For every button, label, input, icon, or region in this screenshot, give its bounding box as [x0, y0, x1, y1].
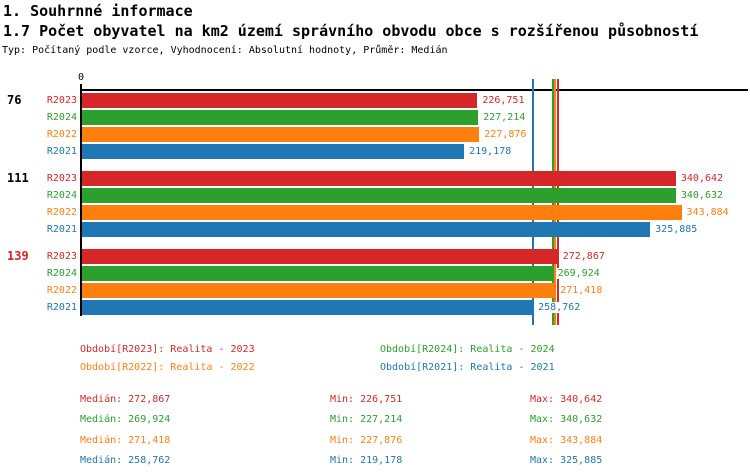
- bar-series-label: R2024: [46, 268, 77, 279]
- bar-111-R2021: [82, 222, 651, 237]
- bar-139-R2024: [82, 266, 553, 281]
- bar-139-R2021: [82, 300, 534, 315]
- bar-76-R2024: [82, 110, 479, 125]
- bar-value-label: 227,214: [482, 112, 527, 123]
- x-axis-line: [80, 89, 748, 91]
- bar-series-label: R2022: [46, 207, 77, 218]
- stat-R2021-median: Medián: 258,762: [80, 455, 171, 466]
- bar-value-label: 271,418: [559, 285, 604, 296]
- legend-item-R2024: Období[R2024]: Realita - 2024: [380, 344, 555, 355]
- bar-value-label: 340,642: [679, 173, 725, 184]
- stat-R2022-max: Max: 343,884: [530, 435, 603, 446]
- bar-series-label: R2022: [46, 129, 77, 140]
- bar-139-R2023: [82, 249, 558, 264]
- stat-R2022-median: Medián: 271,418: [80, 435, 171, 446]
- axis-zero-label: 0: [77, 72, 85, 83]
- bar-139-R2022: [82, 283, 556, 298]
- bar-111-R2024: [82, 188, 676, 203]
- chart-area: 0 76 R2023 226,751 R2024 227,214 R2022 227,876…: [7, 72, 748, 325]
- bar-value-label: 269,924: [556, 268, 601, 279]
- legend-item-R2022: Období[R2022]: Realita - 2022: [80, 362, 255, 373]
- bar-series-label: R2024: [46, 190, 77, 201]
- bar-value-label: 258,762: [537, 302, 582, 313]
- bar-value-label: 227,876: [483, 129, 528, 140]
- y-axis-line: [80, 84, 82, 316]
- bar-series-label: R2022: [46, 285, 77, 296]
- stat-R2022-min: Min: 227,876: [330, 435, 403, 446]
- bar-111-R2022: [82, 205, 682, 220]
- stat-R2024-min: Min: 227,214: [330, 414, 403, 425]
- bar-value-label: 340,632: [679, 190, 725, 201]
- bar-value-label: 325,885: [654, 224, 699, 235]
- legend-item-R2021: Období[R2021]: Realita - 2021: [380, 362, 555, 373]
- bar-series-label: R2021: [46, 146, 77, 157]
- chart-title: 1.7 Počet obyvatel na km2 území správníh…: [3, 22, 699, 40]
- group-label-111: 111: [7, 171, 29, 185]
- legend-item-R2023: Období[R2023]: Realita - 2023: [80, 344, 255, 355]
- chart-meta: Typ: Počítaný podle vzorce, Vyhodnocení:…: [2, 45, 448, 56]
- stat-R2023-median: Medián: 272,867: [80, 394, 171, 405]
- stat-R2021-min: Min: 219,178: [330, 455, 403, 466]
- bar-76-R2022: [82, 127, 480, 142]
- stat-R2023-min: Min: 226,751: [330, 394, 403, 405]
- bar-series-label: R2023: [46, 251, 77, 262]
- bar-value-label: 226,751: [481, 95, 526, 106]
- bar-76-R2023: [82, 93, 478, 108]
- group-label-76: 76: [7, 93, 22, 107]
- group-label-139: 139: [7, 249, 29, 263]
- stat-R2024-max: Max: 340,632: [530, 414, 603, 425]
- bar-value-label: 272,867: [561, 251, 606, 262]
- bar-value-label: 343,884: [685, 207, 730, 218]
- stat-R2023-max: Max: 340,642: [530, 394, 603, 405]
- bar-series-label: R2021: [46, 224, 77, 235]
- bar-series-label: R2023: [46, 173, 77, 184]
- bar-value-label: 219,178: [468, 146, 513, 157]
- stat-R2024-median: Medián: 269,924: [80, 414, 171, 425]
- bar-series-label: R2021: [46, 302, 77, 313]
- page-title: 1. Souhrnné informace: [3, 2, 193, 20]
- stat-R2021-max: Max: 325,885: [530, 455, 603, 466]
- bar-111-R2023: [82, 171, 676, 186]
- bar-series-label: R2023: [46, 95, 77, 106]
- bar-76-R2021: [82, 144, 465, 159]
- bar-series-label: R2024: [46, 112, 77, 123]
